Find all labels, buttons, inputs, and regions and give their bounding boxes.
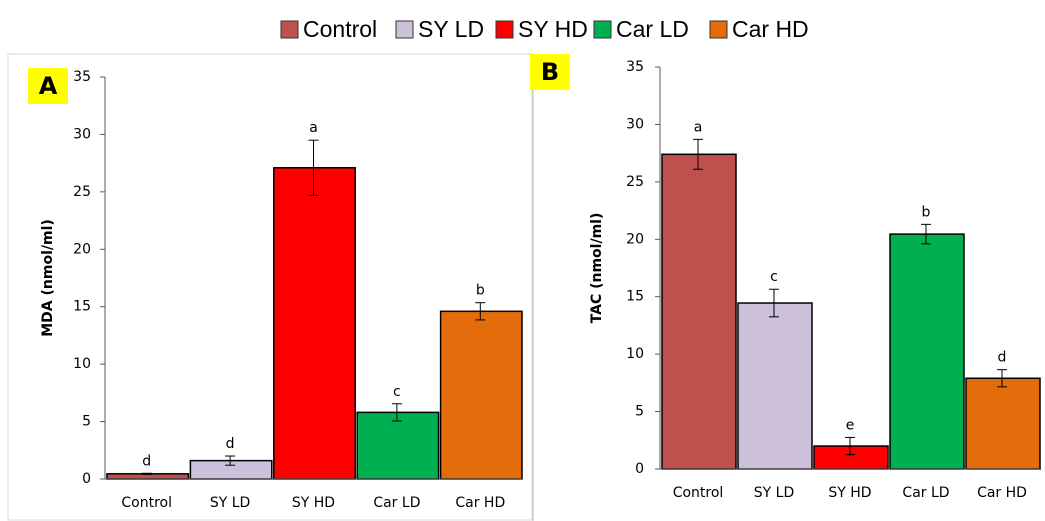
y-tick-label: 15 (626, 289, 644, 305)
y-tick-label: 10 (73, 356, 91, 372)
x-tick-label: Control (673, 485, 724, 501)
legend-label: Car HD (732, 16, 809, 42)
significance-letter: b (922, 204, 931, 220)
x-tick-label: SY HD (292, 495, 335, 511)
legend-label: SY LD (418, 16, 484, 42)
significance-letter: d (142, 453, 151, 469)
bar (737, 302, 813, 470)
significance-letter: a (694, 119, 703, 135)
legend-swatch (593, 20, 612, 39)
x-tick-label: Car LD (373, 495, 420, 511)
y-tick-label: 10 (626, 346, 644, 362)
panel-label-bg (28, 68, 68, 104)
y-axis-label: TAC (nmol/ml) (589, 213, 605, 324)
bar (813, 445, 889, 470)
bar (965, 377, 1041, 470)
y-tick-label: 5 (82, 414, 91, 430)
significance-letter: d (998, 350, 1007, 366)
y-tick-label: 25 (73, 184, 91, 200)
bar (661, 153, 737, 470)
x-tick-label: Car LD (902, 485, 949, 501)
y-tick-label: 20 (626, 231, 644, 247)
x-tick-label: Car HD (977, 485, 1027, 501)
y-axis-label: MDA (nmol/ml) (40, 219, 56, 337)
legend-swatch (709, 20, 728, 39)
legend-swatch (495, 20, 514, 39)
legend-label: SY HD (518, 16, 588, 42)
bar (189, 459, 273, 480)
legend-swatch (395, 20, 414, 39)
panel-label: B (541, 58, 559, 86)
x-tick-label: SY LD (754, 485, 794, 501)
significance-letter: d (226, 436, 235, 452)
x-tick-label: Control (121, 495, 172, 511)
y-tick-label: 30 (626, 116, 644, 132)
significance-letter: c (770, 269, 778, 285)
legend-label: Control (303, 16, 377, 42)
y-tick-label: 5 (635, 404, 644, 420)
y-tick-label: 25 (626, 174, 644, 190)
legend-label: Car LD (616, 16, 689, 42)
y-tick-label: 0 (635, 461, 644, 477)
panel-label-bg (530, 54, 570, 90)
y-tick-label: 35 (626, 59, 644, 75)
bar (439, 310, 523, 480)
y-tick-label: 15 (73, 299, 91, 315)
bar (889, 233, 965, 470)
x-tick-label: SY LD (210, 495, 250, 511)
x-tick-label: Car HD (455, 495, 505, 511)
y-tick-label: 0 (82, 471, 91, 487)
significance-letter: a (309, 120, 318, 136)
bar (356, 411, 440, 480)
significance-letter: c (393, 384, 401, 400)
panel-frame (7, 53, 533, 521)
y-tick-label: 35 (73, 69, 91, 85)
legend-swatch (280, 20, 299, 39)
bar (273, 166, 356, 480)
significance-letter: b (476, 283, 485, 299)
y-tick-label: 20 (73, 241, 91, 257)
significance-letter: e (846, 417, 855, 433)
x-tick-label: SY HD (828, 485, 871, 501)
panel-label: A (39, 72, 58, 100)
y-tick-label: 30 (73, 126, 91, 142)
